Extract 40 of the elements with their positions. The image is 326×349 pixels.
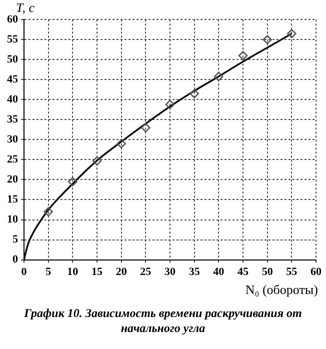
point — [165, 100, 175, 110]
x-tick-label: 10 — [67, 266, 79, 278]
point — [262, 34, 272, 44]
y-tick-label: 60 — [7, 13, 18, 26]
x-tick-label: 35 — [188, 266, 200, 278]
x-tick-label: 30 — [164, 266, 176, 278]
x-tick-label: 0 — [21, 266, 28, 278]
point — [190, 89, 199, 98]
y-tick-label: 55 — [7, 33, 18, 46]
y-tick-label: 15 — [7, 194, 18, 206]
text: График 10. Зависимость времени раскручивания от начального угла — [23, 306, 303, 336]
x-tick-label: 50 — [262, 266, 274, 278]
y-tick-label: 25 — [7, 154, 18, 166]
y-axis-title: T, с — [16, 0, 35, 15]
y-tick-label: 45 — [7, 73, 18, 86]
x-axis-title: N₀ (обороты) — [245, 282, 318, 298]
x-tick-label: 5 — [46, 266, 52, 278]
x-tick-label: 55 — [286, 266, 298, 278]
y-tick-label: 0 — [12, 254, 18, 266]
y-tick-label: 35 — [7, 114, 18, 126]
x-tick-label: 20 — [116, 266, 128, 278]
y-tick-label: 30 — [7, 134, 18, 146]
point — [287, 28, 296, 38]
y-tick-label: 50 — [7, 53, 18, 66]
point — [214, 72, 224, 82]
y-tick-label: 40 — [7, 94, 18, 106]
point — [238, 50, 248, 60]
point — [44, 207, 53, 216]
y-tick-label: 5 — [12, 234, 18, 246]
x-tick-label: 45 — [238, 266, 249, 278]
x-tick-label: 15 — [92, 266, 103, 278]
x-tick-label: 40 — [213, 266, 225, 278]
y-tick-label: 20 — [7, 174, 18, 186]
point — [68, 177, 78, 186]
x-tick-label: 60 — [310, 266, 322, 278]
y-tick-label: 10 — [7, 214, 18, 226]
point — [116, 139, 126, 148]
x-tick-label: 25 — [140, 266, 152, 278]
point — [92, 156, 102, 166]
point — [141, 123, 150, 132]
